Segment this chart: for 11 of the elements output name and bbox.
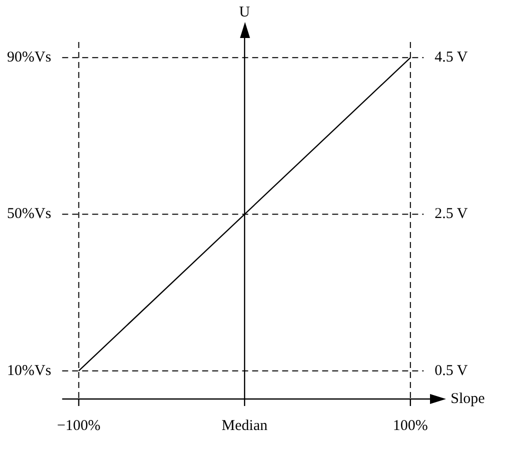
y-tick-label: 90%Vs [6,50,52,66]
x-tick-label: Median [222,418,268,434]
y2-tick-label: 0.5 V [434,362,468,379]
y2-tick-label: 4.5 V [434,50,468,66]
x-axis-title: Slope [450,390,486,407]
x-tick-label: −100% [57,418,100,434]
y-tick-label: 50%Vs [6,206,52,222]
y-tick-label: 10%Vs [6,362,52,379]
x-tick-label: 100% [392,418,428,434]
text: U [239,4,250,20]
y2-tick-label: 2.5 V [434,206,468,222]
